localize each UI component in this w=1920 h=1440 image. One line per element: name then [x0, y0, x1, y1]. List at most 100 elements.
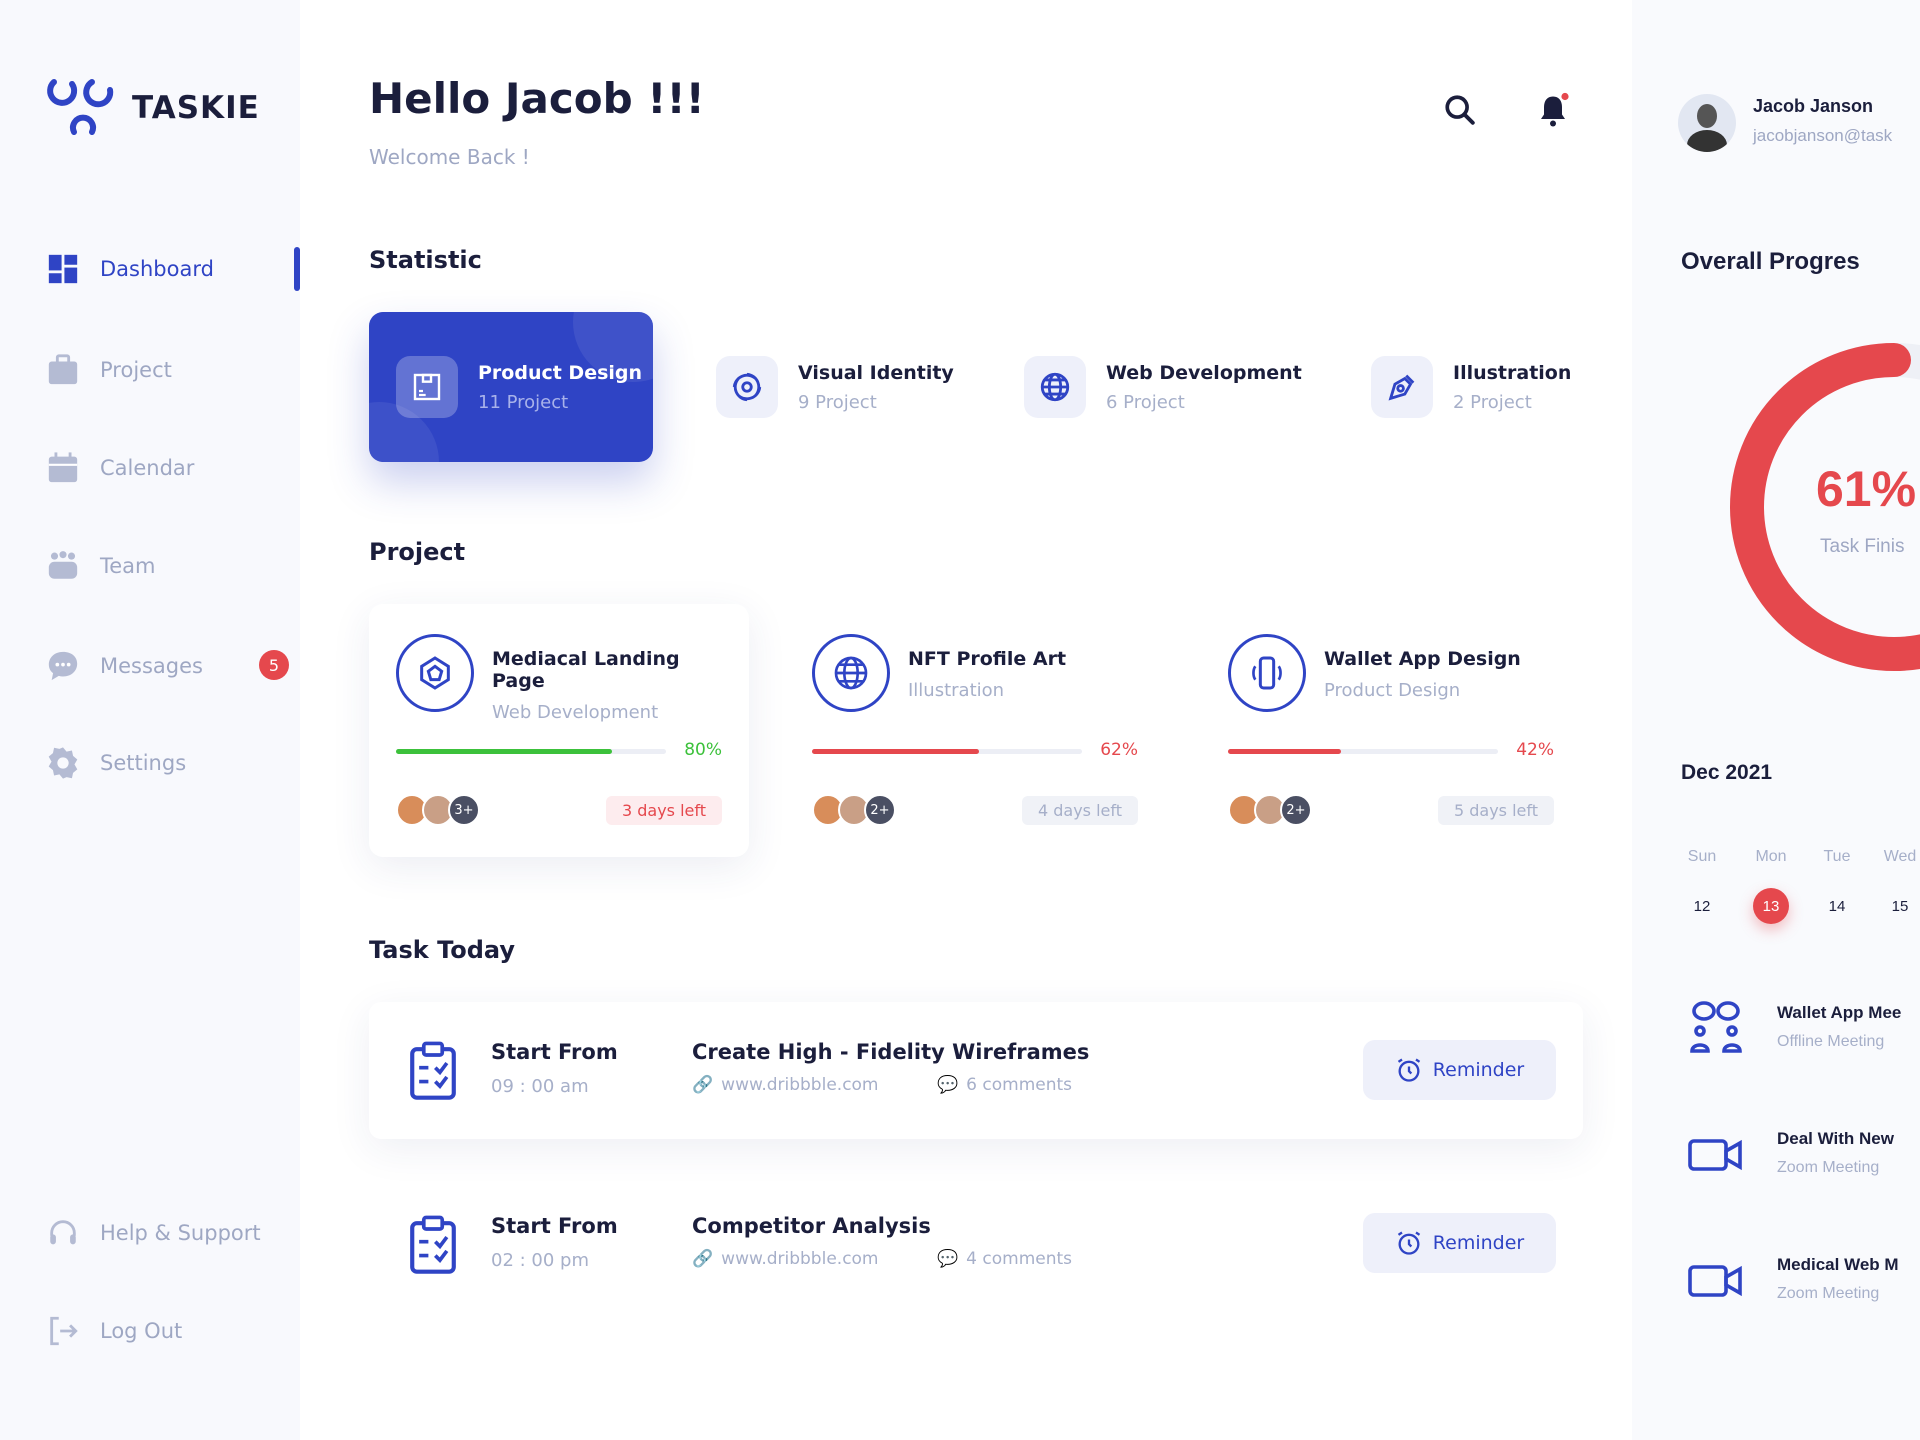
search-icon[interactable] [1443, 93, 1477, 127]
task-link[interactable]: 🔗 www.dribbble.com [692, 1249, 879, 1269]
stat-illustration[interactable]: Illustration 2 Project [1371, 312, 1571, 462]
task-title: Create High - Fidelity Wireframes [692, 1040, 1090, 1064]
bell-icon[interactable] [1535, 92, 1571, 128]
stat-title: Visual Identity [798, 361, 954, 384]
task-link[interactable]: 🔗 www.dribbble.com [692, 1075, 879, 1095]
project-card[interactable]: Wallet App Design Product Design 42% 2+ … [1201, 604, 1581, 857]
task-link-text[interactable]: www.dribbble.com [721, 1075, 879, 1095]
stat-title: Product Design [478, 361, 643, 384]
more-members: 2+ [1280, 794, 1312, 826]
spiral-icon [716, 356, 778, 418]
task-time: 02 : 00 pm [491, 1250, 589, 1271]
calendar-date[interactable]: 14 [1828, 897, 1846, 915]
progress-bar [1228, 749, 1498, 754]
stat-product-design[interactable]: Product Design 11 Project [369, 312, 653, 462]
stat-title: Web Development [1106, 361, 1302, 384]
progress-bar [396, 749, 666, 754]
right-panel [1632, 0, 1920, 1440]
people-icon [1690, 1001, 1742, 1053]
video-icon [1688, 1265, 1742, 1297]
sidebar-item-team[interactable]: Team [46, 544, 156, 588]
team-icon [48, 551, 78, 579]
task-link-text[interactable]: www.dribbble.com [721, 1249, 879, 1269]
link-icon: 🔗 [692, 1075, 714, 1095]
sidebar-item-settings[interactable]: Settings [46, 741, 186, 785]
meeting-title[interactable]: Medical Web M [1777, 1255, 1899, 1274]
weekday-label: Sun [1687, 848, 1717, 865]
grid-icon [48, 254, 78, 284]
globe-icon [812, 634, 890, 712]
project-heading: Project [369, 538, 466, 566]
sidebar-item-label: Dashboard [100, 257, 214, 281]
overall-heading: Overall Progres [1681, 248, 1860, 275]
chat-icon [48, 651, 78, 681]
deadline-badge: 3 days left [605, 796, 722, 825]
active-indicator [294, 247, 300, 291]
user-name: Jacob Janson [1753, 96, 1874, 116]
clipboard-icon [410, 1041, 456, 1100]
member-avatars[interactable]: 3+ [396, 794, 480, 826]
task-comments[interactable]: 💬 6 comments [937, 1075, 1072, 1095]
progress-label: 62% [1100, 740, 1138, 760]
task-comments[interactable]: 💬 4 comments [937, 1249, 1072, 1269]
task-row[interactable]: Start From 02 : 00 pm Competitor Analysi… [369, 1176, 1583, 1313]
meeting-title[interactable]: Wallet App Mee [1777, 1003, 1902, 1022]
sidebar-item-logout[interactable]: Log Out [46, 1309, 182, 1353]
messages-badge: 5 [259, 650, 289, 680]
project-card[interactable]: NFT Profile Art Illustration 62% 2+ 4 da… [785, 604, 1165, 857]
stat-web-development[interactable]: Web Development 6 Project [1024, 312, 1302, 462]
meeting-type: Zoom Meeting [1777, 1159, 1880, 1176]
stat-count: 6 Project [1106, 391, 1185, 413]
link-icon: 🔗 [692, 1249, 714, 1269]
task-start-label: Start From [491, 1214, 618, 1238]
project-card[interactable]: Mediacal Landing Page Web Development 80… [369, 604, 749, 857]
reminder-button[interactable]: Reminder [1363, 1040, 1556, 1100]
comment-icon: 💬 [937, 1075, 959, 1095]
pen-tool-icon [1371, 356, 1433, 418]
weekday-label: Tue [1823, 848, 1851, 865]
sidebar-item-calendar[interactable]: Calendar [46, 446, 194, 490]
sidebar-item-help[interactable]: Help & Support [46, 1211, 261, 1255]
task-row[interactable]: Start From 09 : 00 am Create High - Fide… [369, 1002, 1583, 1139]
stat-count: 2 Project [1453, 391, 1532, 413]
reminder-button[interactable]: Reminder [1363, 1213, 1556, 1273]
overall-percent: 61% [1816, 461, 1917, 517]
project-title: Wallet App Design [1324, 648, 1521, 670]
sidebar: TASKIE Dashboard Project Calendar Team M… [0, 0, 300, 1440]
user-email: jacobjanson@task [1753, 126, 1893, 145]
headset-icon [50, 1220, 76, 1245]
stat-visual-identity[interactable]: Visual Identity 9 Project [716, 312, 954, 462]
progress-fill [1228, 749, 1342, 754]
briefcase-icon [48, 354, 78, 385]
sidebar-item-messages[interactable]: Messages [46, 644, 203, 688]
meeting-title[interactable]: Deal With New [1777, 1129, 1894, 1148]
page-title: Hello Jacob !!! [369, 74, 705, 123]
progress-label: 42% [1516, 740, 1554, 760]
sidebar-item-dashboard[interactable]: Dashboard [46, 247, 214, 291]
progress-bar [812, 749, 1082, 754]
task-heading: Task Today [369, 936, 516, 964]
calendar-date[interactable]: 13 [1753, 888, 1789, 924]
task-time: 09 : 00 am [491, 1076, 589, 1097]
deadline-badge: 4 days left [1021, 796, 1138, 825]
logout-icon [50, 1316, 78, 1346]
more-members: 3+ [448, 794, 480, 826]
progress-arc [1730, 343, 1920, 671]
calendar-icon [48, 452, 78, 483]
gear-icon [48, 747, 78, 779]
sidebar-item-label: Team [100, 554, 156, 578]
calendar-date[interactable]: 15 [1891, 897, 1909, 915]
member-avatars[interactable]: 2+ [812, 794, 896, 826]
box-icon [396, 356, 458, 418]
member-avatars[interactable]: 2+ [1228, 794, 1312, 826]
statistic-heading: Statistic [369, 246, 482, 274]
reminder-label: Reminder [1432, 1232, 1525, 1254]
sidebar-item-project[interactable]: Project [46, 348, 172, 392]
project-category: Web Development [492, 702, 659, 723]
stat-count: 9 Project [798, 391, 877, 413]
sidebar-item-label: Calendar [100, 456, 195, 480]
calendar-month: Dec 2021 [1681, 761, 1773, 784]
sidebar-item-label: Project [100, 358, 172, 382]
avatar[interactable] [1678, 94, 1736, 152]
calendar-date[interactable]: 12 [1693, 897, 1711, 915]
